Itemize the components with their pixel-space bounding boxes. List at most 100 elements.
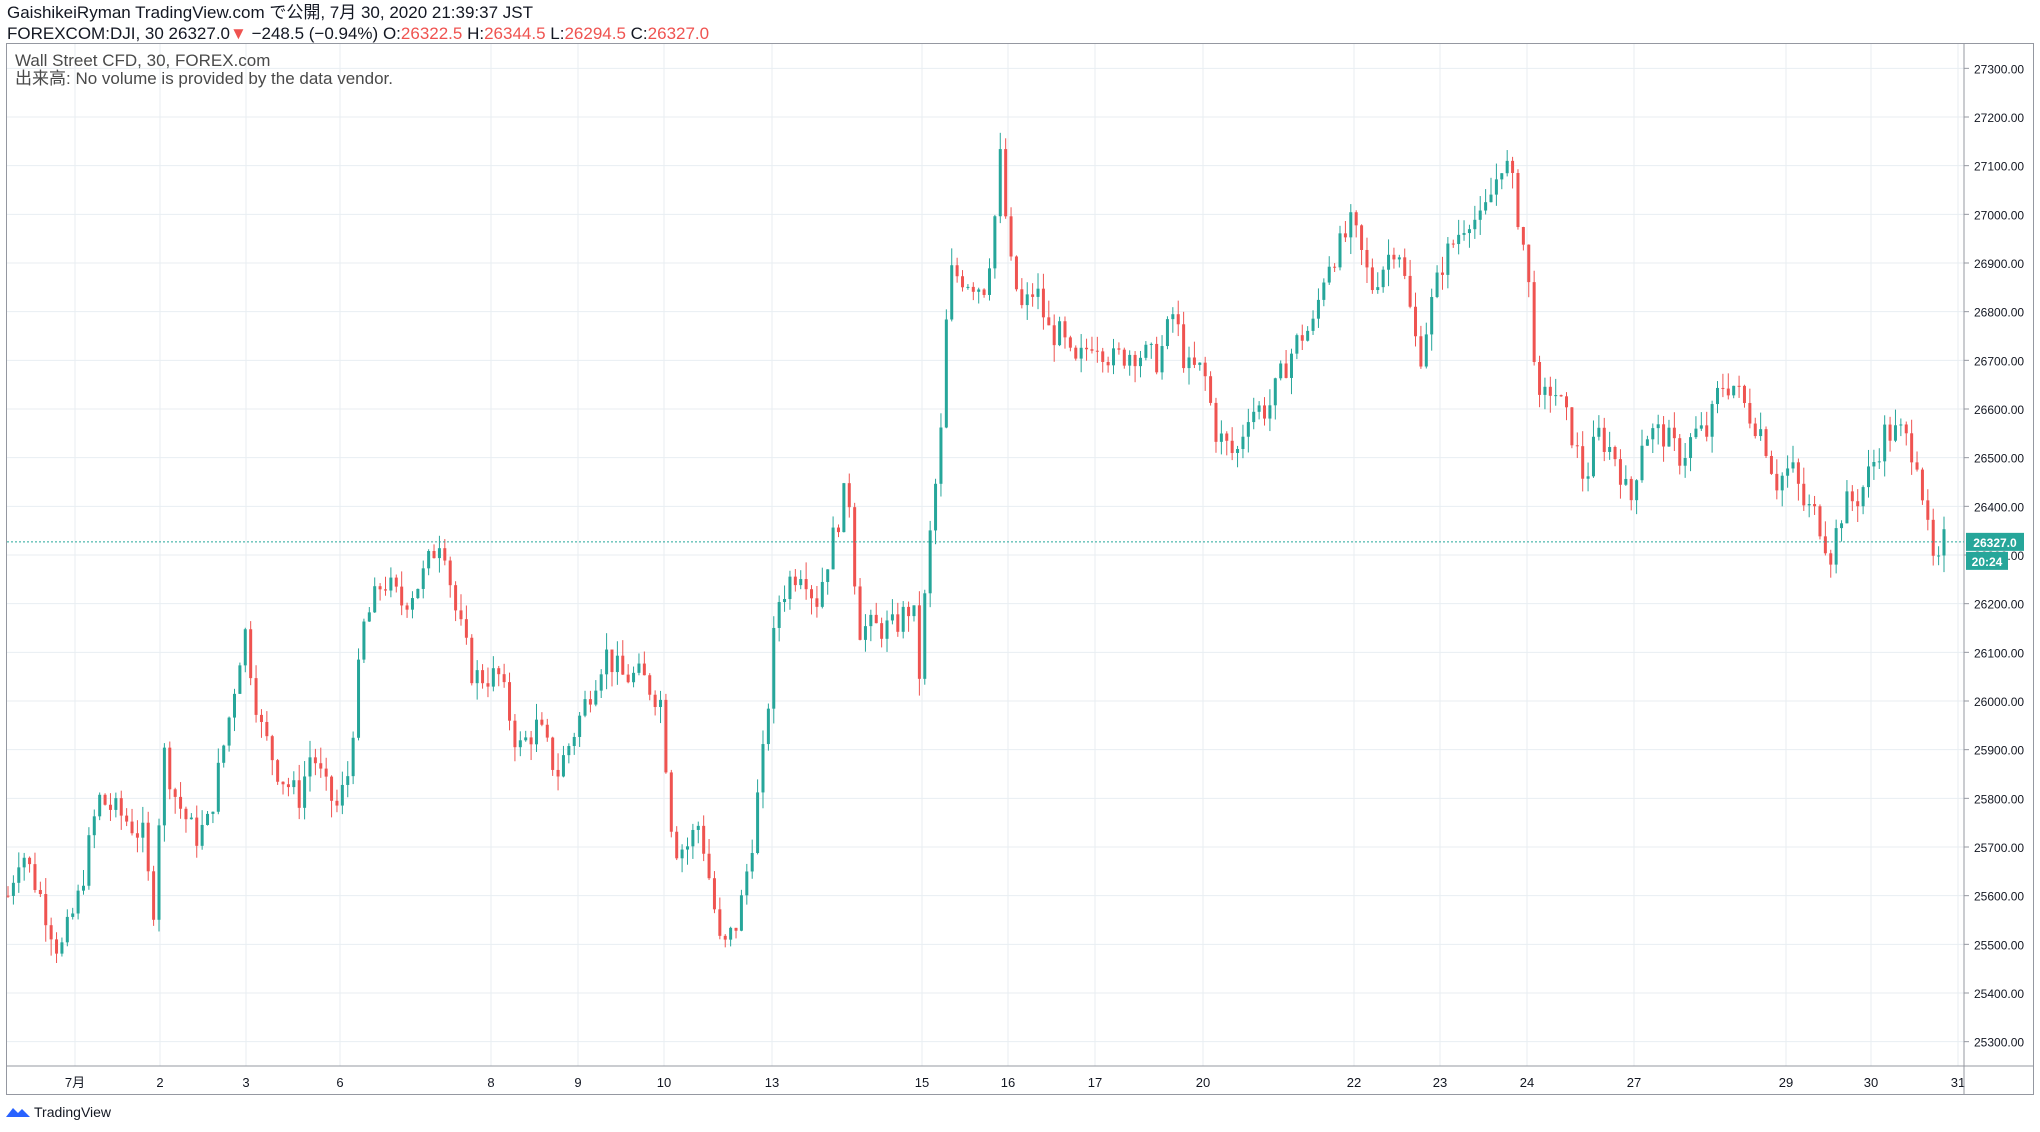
candle-body (745, 871, 749, 896)
candle-body (880, 623, 884, 639)
candle (588, 690, 592, 713)
candle-body (653, 694, 657, 708)
candle-body (966, 286, 970, 288)
candle (1074, 345, 1078, 361)
candle-body (1511, 160, 1515, 173)
candle (739, 889, 743, 932)
candle (119, 790, 123, 830)
candle-body (1273, 378, 1277, 406)
candle-body (551, 737, 555, 770)
candle (1591, 420, 1595, 478)
y-tick-label: 25500.00 (1974, 938, 2024, 952)
candle (173, 787, 177, 814)
candle (874, 602, 878, 624)
candle-body (1893, 425, 1897, 441)
candle (1079, 334, 1083, 373)
y-tick-label: 25300.00 (1974, 1036, 2024, 1050)
candle-body (1780, 475, 1784, 491)
footer-brand[interactable]: TradingView (6, 1104, 111, 1120)
x-tick-label: 20 (1196, 1075, 1210, 1090)
candle-body (60, 942, 64, 954)
candle (1602, 417, 1606, 462)
candle-layer (6, 132, 1946, 963)
candle (1090, 336, 1094, 354)
candle (243, 627, 247, 673)
candle-body (81, 885, 85, 891)
candle (1138, 350, 1142, 378)
candle-body (669, 772, 673, 832)
candle (60, 937, 64, 957)
candle-body (777, 602, 781, 628)
candle-body (993, 216, 997, 269)
candle (1802, 467, 1806, 511)
candle-body (615, 655, 619, 673)
candle-body (1624, 478, 1628, 485)
candle-body (1149, 343, 1153, 345)
candle-body (1662, 424, 1666, 447)
candle (944, 309, 948, 429)
candle (1667, 419, 1671, 447)
candle-body (1435, 272, 1439, 298)
candle-body (1112, 348, 1116, 366)
candle (1527, 244, 1531, 298)
candle-body (659, 699, 663, 708)
candle (292, 771, 296, 795)
candle (1128, 350, 1132, 376)
candle-body (1467, 229, 1471, 234)
candle (1694, 416, 1698, 439)
candle (1414, 292, 1418, 347)
candle (502, 663, 506, 688)
candle-body (292, 780, 296, 788)
publish-line: GaishikeiRyman TradingView.com で公開, 7月 3… (7, 3, 533, 22)
candle (1656, 414, 1660, 445)
candle (195, 805, 199, 858)
candle (1327, 256, 1331, 285)
candle-body (49, 925, 53, 940)
candle (1467, 224, 1471, 248)
candle (1716, 381, 1720, 414)
candle (330, 775, 334, 818)
candle-body (836, 527, 840, 533)
candle-body (907, 606, 911, 617)
chart-frame[interactable] (6, 43, 2034, 1095)
candle (168, 741, 172, 800)
candle-body (270, 736, 274, 761)
candle (1645, 435, 1649, 446)
candle (675, 826, 679, 861)
candle (1360, 224, 1364, 266)
high-label: H: (467, 24, 485, 43)
candle-body (1769, 455, 1773, 474)
candle (1133, 351, 1137, 383)
candle (534, 703, 538, 752)
x-tick-label: 29 (1779, 1075, 1793, 1090)
candle-body (1025, 294, 1029, 306)
candle (1063, 316, 1067, 349)
candle (982, 288, 986, 298)
candle (1500, 173, 1504, 190)
candle-body (206, 813, 210, 825)
candle-body (1899, 424, 1903, 426)
candle-body (1823, 536, 1827, 554)
candle-body (1236, 449, 1240, 453)
candle-body (1085, 347, 1089, 350)
candle (718, 897, 722, 940)
candle (912, 605, 916, 622)
candle-body (168, 747, 172, 790)
candle-body (259, 714, 263, 722)
candle-body (243, 629, 247, 666)
high-value: 26344.5 (484, 24, 546, 43)
candle-body (475, 670, 479, 684)
candle-body (1618, 459, 1622, 485)
candle (1047, 300, 1051, 326)
x-tick-label: 7月 (65, 1075, 85, 1090)
candle (1273, 377, 1277, 420)
countdown-value: 20:24 (1972, 555, 2003, 569)
candle (357, 648, 361, 741)
candle (723, 934, 727, 948)
candle-body (567, 746, 571, 756)
candle (152, 865, 156, 926)
candle (1565, 392, 1569, 421)
candle-body (1796, 462, 1800, 484)
candle (216, 748, 220, 815)
